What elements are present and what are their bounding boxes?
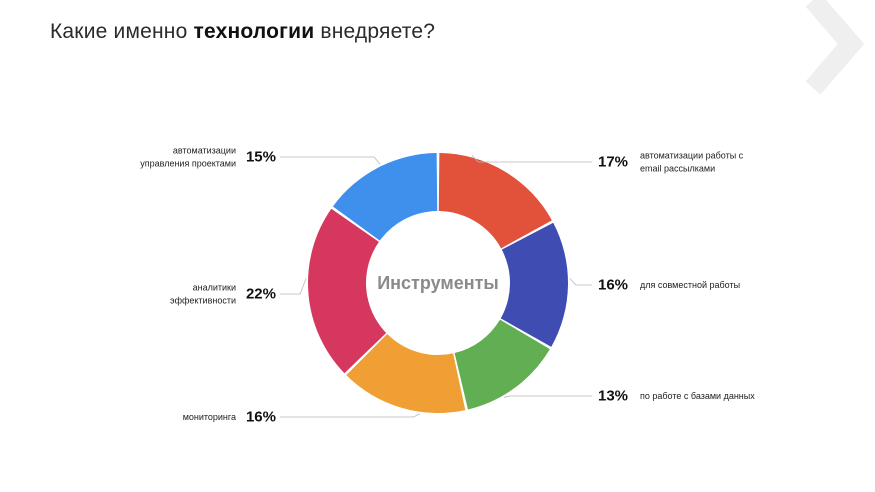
slice-category-label: аналитики эффективности <box>170 283 236 306</box>
slice-category-label: мониторинга <box>183 412 236 422</box>
title-prefix: Какие именно <box>50 20 194 43</box>
leaders-layer <box>280 155 592 418</box>
donut-slice <box>454 319 550 410</box>
labels-layer: 17% автоматизации работы с email рассылкам… <box>140 146 755 426</box>
leader-line <box>280 413 420 418</box>
page-title: Какие именно технологии внедряете? <box>50 20 435 44</box>
slices-layer <box>307 153 568 414</box>
chevron-shape <box>805 0 865 95</box>
center-label: Инструменты <box>377 273 499 293</box>
leader-line <box>280 156 381 165</box>
slice-value-label: 16% <box>598 277 628 294</box>
slice-category-label: для совместной работы <box>640 280 740 290</box>
donut-slice <box>500 222 568 347</box>
slice-category-line: по работе с базами данных <box>640 391 755 401</box>
slice-category-line: для совместной работы <box>640 280 740 290</box>
slice-value-label: 17% <box>598 154 628 171</box>
leader-line <box>471 155 592 163</box>
slice-category-label: по работе с базами данных <box>640 391 755 401</box>
slice-value-label: 16% <box>246 409 276 426</box>
slice-category-line: аналитики <box>193 283 236 293</box>
slice-category-line: автоматизации <box>173 146 236 156</box>
slice-category-label: автоматизации управления проектами <box>140 146 236 169</box>
leader-line <box>569 278 592 286</box>
title-bold: технологии <box>193 20 315 43</box>
donut-slice <box>307 208 387 374</box>
slice-category-label: автоматизации работы с email рассылками <box>640 151 744 174</box>
chevron-decor-icon <box>805 0 865 95</box>
leader-line <box>503 395 592 398</box>
slice-category-line: email рассылками <box>640 164 715 174</box>
donut-slice <box>346 334 466 414</box>
slice-category-line: мониторинга <box>183 412 236 422</box>
donut-slice <box>332 153 438 241</box>
slice-category-line: автоматизации работы с <box>640 151 744 161</box>
leader-line <box>280 278 307 295</box>
slice-category-line: эффективности <box>170 296 236 306</box>
slice-value-label: 13% <box>598 388 628 405</box>
donut-slice <box>438 153 552 249</box>
slice-value-label: 22% <box>246 286 276 303</box>
slice-category-line: управления проектами <box>140 159 236 169</box>
title-suffix: внедряете? <box>314 20 436 43</box>
slice-value-label: 15% <box>246 149 276 166</box>
